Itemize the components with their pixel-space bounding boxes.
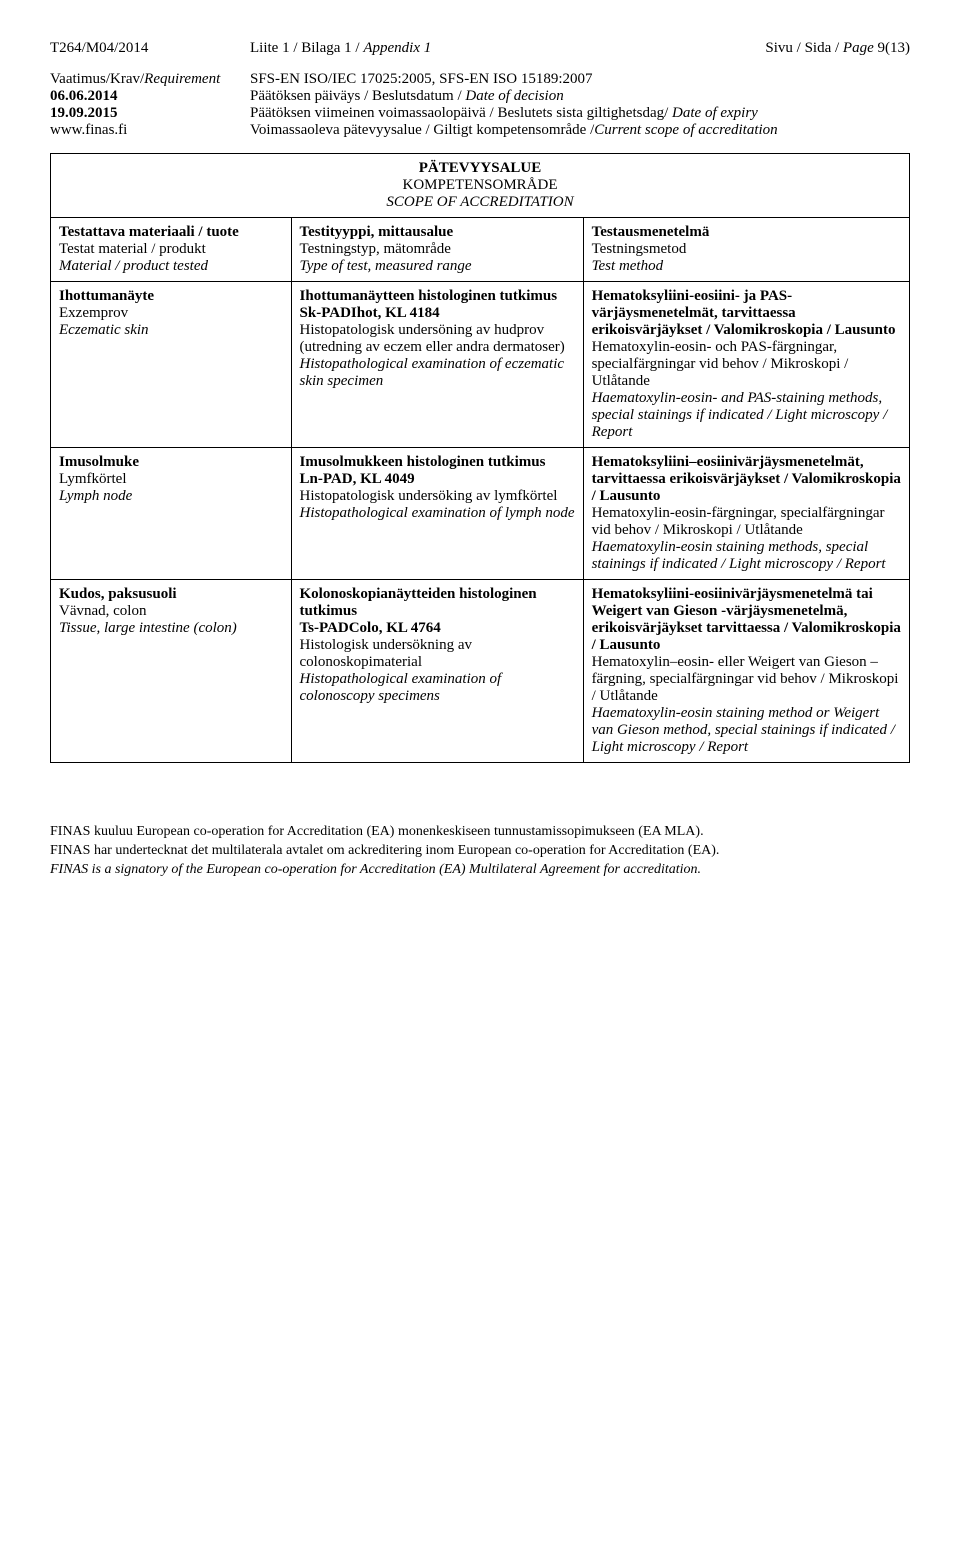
date1-label: Päätöksen päiväys / Beslutsdatum / Date … [250,88,910,105]
accreditation-table: PÄTEVYYSALUE KOMPETENSOMRÅDE SCOPE OF AC… [50,153,910,763]
r1c3-i: Haematoxylin-eosin staining methods, spe… [592,539,901,573]
scope-line1: PÄTEVYYSALUE [59,160,901,177]
header-row-date2: 19.09.2015 Päätöksen viimeinen voimassao… [50,105,910,122]
site-text: Voimassaoleva pätevyysalue / Giltigt kom… [250,122,594,138]
page-it: Page [843,40,874,56]
date2-bold: 19.09.2015 [50,105,250,122]
req-label-it: Requirement [144,71,220,87]
table-row: Ihottumanäyte Exzemprov Eczematic skin I… [51,282,910,448]
date2-it: Date of expiry [672,105,758,121]
r2c2-i: Histopathological examination of colonos… [300,671,575,705]
r2c1-b: Kudos, paksusuoli [59,586,283,603]
appendix-text: Liite 1 / Bilaga 1 / [250,40,363,56]
r0c3-i: Haematoxylin-eosin- and PAS-staining met… [592,390,901,441]
r2c1-n: Vävnad, colon [59,603,283,620]
r1c1-i: Lymph node [59,488,283,505]
footer-line1: FINAS kuuluu European co-operation for A… [50,823,910,842]
header-row-site: www.finas.fi Voimassaoleva pätevyysalue … [50,122,910,139]
cell-type: Imusolmukkeen histologinen tutkimus Ln-P… [291,448,583,580]
col1-b: Testat material / produkt [59,241,283,258]
scope-header: PÄTEVYYSALUE KOMPETENSOMRÅDE SCOPE OF AC… [51,154,910,218]
col2-head: Testityyppi, mittausalue Testningstyp, m… [291,218,583,282]
appendix-label: Liite 1 / Bilaga 1 / Appendix 1 [250,40,750,57]
table-row: Kudos, paksusuoli Vävnad, colon Tissue, … [51,580,910,763]
cell-material: Kudos, paksusuoli Vävnad, colon Tissue, … [51,580,292,763]
date2-label: Päätöksen viimeinen voimassaolopäivä / B… [250,105,910,122]
header-row-date1: 06.06.2014 Päätöksen päiväys / Beslutsda… [50,88,910,105]
cell-type: Kolonoskopianäytteiden histologinen tutk… [291,580,583,763]
page-num: 9(13) [874,40,910,56]
footer-line3: FINAS is a signatory of the European co-… [50,861,910,880]
r0c3-n: Hematoxylin-eosin- och PAS-färgningar, s… [592,339,901,390]
table-row: Imusolmuke Lymfkörtel Lymph node Imusolm… [51,448,910,580]
r1c2-n: Histopatologisk undersöking av lymfkörte… [300,488,575,505]
date2-text: Päätöksen viimeinen voimassaolopäivä / B… [250,105,672,121]
r2c2-n: Histologisk undersökning av colonoskopim… [300,637,575,671]
r0c3-b: Hematoksyliini-eosiini- ja PAS-värjäysme… [592,288,901,339]
cell-method: Hematoksyliini-eosiinivärjäysmenetelmä t… [583,580,909,763]
r1c3-n: Hematoxylin-eosin-färgningar, specialfär… [592,505,901,539]
col2-c: Type of test, measured range [300,258,575,275]
r1c1-b: Imusolmuke [59,454,283,471]
cell-method: Hematoksyliini-eosiini- ja PAS-värjäysme… [583,282,909,448]
r2c1-i: Tissue, large intestine (colon) [59,620,283,637]
col3-a: Testausmenetelmä [592,224,710,240]
r1c2-b1: Imusolmukkeen histologinen tutkimus [300,454,575,471]
r0c2-b2: Sk-PADIhot, KL 4184 [300,305,575,322]
col2-b: Testningstyp, mätområde [300,241,575,258]
r0c1-n: Exzemprov [59,305,283,322]
cell-type: Ihottumanäytteen histologinen tutkimus S… [291,282,583,448]
date1-value: 06.06.2014 [50,88,118,104]
date1-text: Päätöksen päiväys / Beslutsdatum / [250,88,465,104]
scope-line3: SCOPE OF ACCREDITATION [59,194,901,211]
r1c1-n: Lymfkörtel [59,471,283,488]
r2c2-b1: Kolonoskopianäytteiden histologinen tutk… [300,586,575,620]
footer-line2: FINAS har undertecknat det multilaterala… [50,842,910,861]
page-label: Sivu / Sida / Page 9(13) [750,40,910,57]
col2-a: Testityyppi, mittausalue [300,224,454,240]
r0c1-b: Ihottumanäyte [59,288,283,305]
page-prefix: Sivu / Sida / [765,40,843,56]
r2c3-n: Hematoxylin–eosin- eller Weigert van Gie… [592,654,901,705]
appendix-it: Appendix 1 [363,40,431,56]
scope-line2: KOMPETENSOMRÅDE [59,177,901,194]
site-url: www.finas.fi [50,122,250,139]
column-headers: Testattava materiaali / tuote Testat mat… [51,218,910,282]
col3-head: Testausmenetelmä Testningsmetod Test met… [583,218,909,282]
r0c1-i: Eczematic skin [59,322,283,339]
cell-material: Ihottumanäyte Exzemprov Eczematic skin [51,282,292,448]
date1-bold: 06.06.2014 [50,88,250,105]
footer: FINAS kuuluu European co-operation for A… [50,823,910,880]
col1-head: Testattava materiaali / tuote Testat mat… [51,218,292,282]
r2c3-b: Hematoksyliini-eosiinivärjäysmenetelmä t… [592,586,901,654]
req-value: SFS-EN ISO/IEC 17025:2005, SFS-EN ISO 15… [250,71,910,88]
r2c3-i: Haematoxylin-eosin staining method or We… [592,705,901,756]
cell-material: Imusolmuke Lymfkörtel Lymph node [51,448,292,580]
col1-c: Material / product tested [59,258,283,275]
r1c2-b2: Ln-PAD, KL 4049 [300,471,575,488]
r1c3-b: Hematoksyliini–eosiinivärjäysmenetelmät,… [592,454,901,505]
col3-b: Testningsmetod [592,241,901,258]
date1-it: Date of decision [465,88,563,104]
req-label: Vaatimus/Krav/Requirement [50,71,250,88]
header-row-requirement: Vaatimus/Krav/Requirement SFS-EN ISO/IEC… [50,71,910,88]
r2c2-b2: Ts-PADColo, KL 4764 [300,620,575,637]
col3-c: Test method [592,258,901,275]
col1-a: Testattava materiaali / tuote [59,224,239,240]
r0c2-n: Histopatologisk undersöning av hudprov (… [300,322,575,356]
req-label-text: Vaatimus/Krav/ [50,71,144,87]
r0c2-b1: Ihottumanäytteen histologinen tutkimus [300,288,575,305]
r1c2-i: Histopathological examination of lymph n… [300,505,575,522]
site-it: Current scope of accreditation [594,122,777,138]
date2-value: 19.09.2015 [50,105,118,121]
doc-header: T264/M04/2014 Liite 1 / Bilaga 1 / Appen… [50,40,910,57]
site-label: Voimassaoleva pätevyysalue / Giltigt kom… [250,122,910,139]
r0c2-i: Histopathological examination of eczemat… [300,356,575,390]
doc-id: T264/M04/2014 [50,40,250,57]
cell-method: Hematoksyliini–eosiinivärjäysmenetelmät,… [583,448,909,580]
